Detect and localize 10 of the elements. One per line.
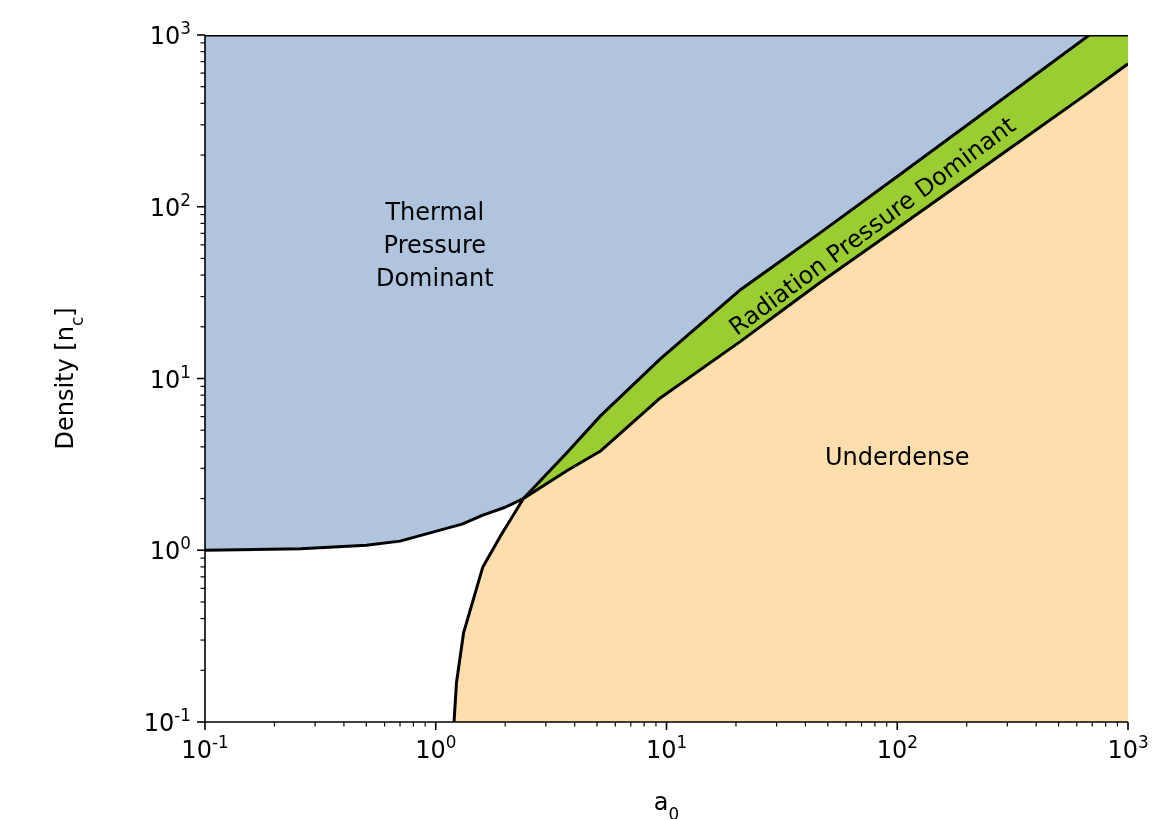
annotation: Underdense (824, 442, 970, 471)
y-tick-label: 10$^{0}$ (149, 533, 191, 566)
y-tick-label: 10$^{1}$ (149, 361, 191, 394)
x-tick-label: 10$^{2}$ (876, 732, 918, 764)
x-tick-label: 10$^{3}$ (1107, 732, 1149, 764)
x-tick-label: 10$^{1}$ (645, 732, 688, 764)
x-tick-label: 10$^{0}$ (415, 732, 457, 764)
annotation: Thermal Pressure Dominant (375, 198, 494, 293)
y-tick-label: 10$^{2}$ (149, 189, 191, 222)
y-tick-label: 10$^{3}$ (149, 18, 191, 50)
